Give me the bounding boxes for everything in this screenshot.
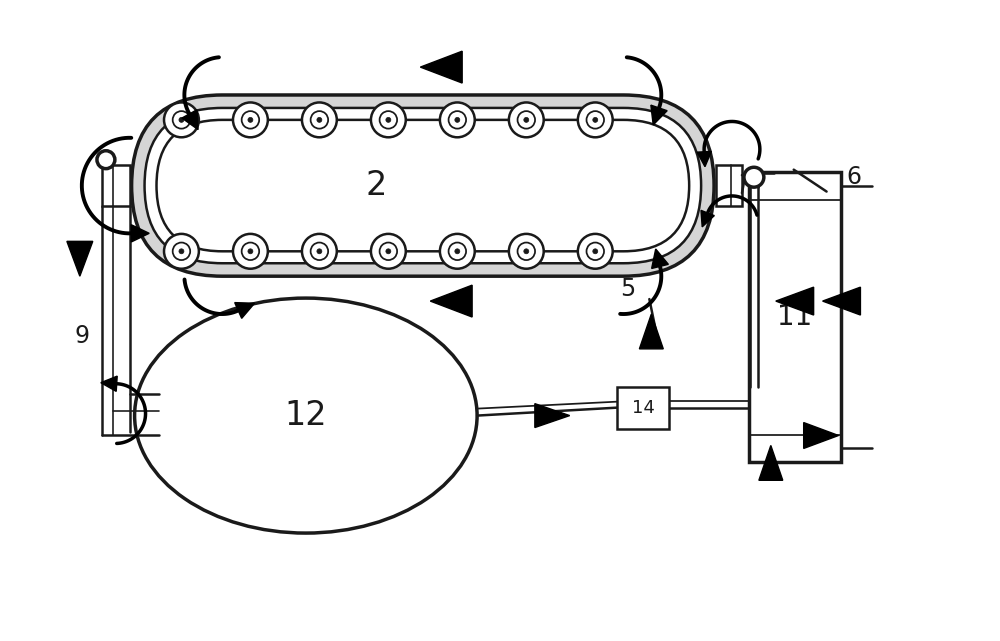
Circle shape [380,111,397,129]
Circle shape [593,117,598,122]
Circle shape [578,103,613,137]
Polygon shape [430,285,472,317]
Circle shape [386,117,391,122]
Circle shape [593,249,598,254]
Circle shape [371,103,406,137]
Circle shape [440,103,475,137]
Polygon shape [535,404,570,428]
Circle shape [233,103,268,137]
Bar [749,172,841,462]
Circle shape [524,249,529,254]
Circle shape [179,117,184,122]
Text: 2: 2 [366,169,387,202]
Circle shape [518,242,535,260]
Bar [716,165,742,206]
Circle shape [317,117,322,122]
Text: 14: 14 [632,399,655,417]
Circle shape [371,234,406,269]
Polygon shape [235,303,255,319]
Circle shape [578,234,613,269]
FancyBboxPatch shape [156,120,689,251]
Circle shape [380,242,397,260]
Circle shape [173,242,190,260]
Circle shape [173,111,190,129]
Text: 11: 11 [777,303,812,331]
Circle shape [449,242,466,260]
Circle shape [744,167,764,187]
Circle shape [449,111,466,129]
Circle shape [455,117,460,122]
Polygon shape [804,422,839,449]
Circle shape [587,242,604,260]
Circle shape [509,234,544,269]
FancyBboxPatch shape [132,95,714,276]
Circle shape [317,249,322,254]
Circle shape [97,151,115,169]
Ellipse shape [135,298,477,533]
Polygon shape [651,105,667,125]
Circle shape [311,111,328,129]
Circle shape [440,234,475,269]
Circle shape [587,111,604,129]
Circle shape [524,117,529,122]
Circle shape [509,103,544,137]
Circle shape [179,249,184,254]
Bar [102,165,130,206]
Polygon shape [67,242,93,276]
Polygon shape [639,314,663,349]
Circle shape [455,249,460,254]
Bar [617,387,669,429]
Polygon shape [652,249,668,269]
Text: 12: 12 [285,399,327,432]
Circle shape [233,234,268,269]
Circle shape [386,249,391,254]
Circle shape [518,111,535,129]
Polygon shape [697,151,711,167]
Polygon shape [823,287,860,315]
Polygon shape [101,376,117,392]
Circle shape [164,234,199,269]
FancyBboxPatch shape [145,108,701,263]
Polygon shape [776,287,814,315]
Circle shape [164,103,199,137]
Circle shape [311,242,328,260]
Text: 9: 9 [74,324,89,348]
Text: 6: 6 [846,165,861,188]
Circle shape [248,249,253,254]
Circle shape [248,117,253,122]
Polygon shape [420,51,462,83]
Circle shape [302,234,337,269]
Circle shape [242,242,259,260]
Text: 5: 5 [620,277,635,301]
Circle shape [242,111,259,129]
Polygon shape [182,110,198,129]
Polygon shape [701,210,714,227]
Polygon shape [131,225,149,242]
Polygon shape [759,445,783,480]
Circle shape [302,103,337,137]
